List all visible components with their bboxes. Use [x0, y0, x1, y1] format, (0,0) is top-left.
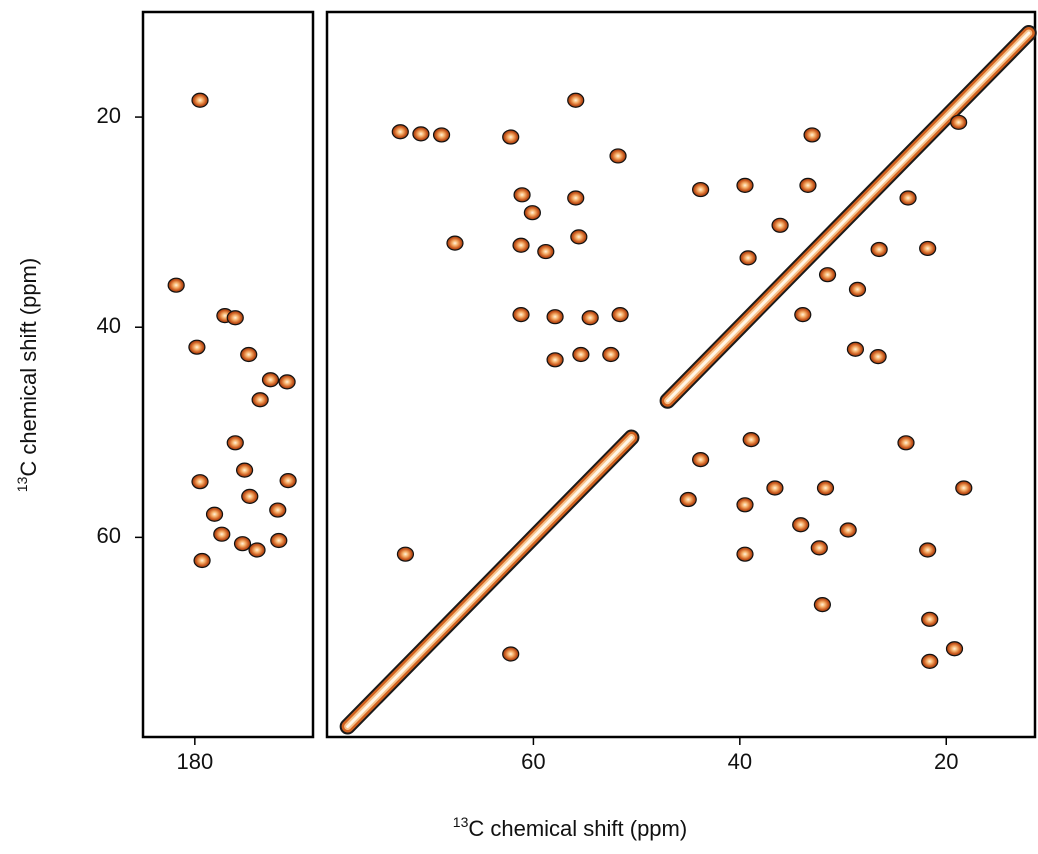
peak — [205, 506, 224, 522]
peak — [692, 452, 710, 468]
x-tick-label: 60 — [521, 749, 545, 774]
peak — [919, 542, 937, 558]
peak — [270, 532, 288, 549]
peak — [799, 177, 817, 193]
peak — [251, 392, 269, 408]
peak — [546, 309, 564, 325]
peak — [736, 177, 754, 193]
peak — [396, 546, 415, 562]
label-sup: 13 — [453, 814, 469, 830]
peak — [512, 237, 530, 253]
x-tick-label: 40 — [728, 749, 752, 774]
peak — [766, 480, 784, 496]
peak — [736, 497, 754, 513]
panel-frame — [325, 10, 1037, 739]
peak — [813, 597, 831, 613]
peak — [193, 552, 211, 569]
peak — [839, 522, 857, 538]
peak — [567, 190, 585, 206]
peak — [241, 488, 259, 504]
peak — [945, 641, 964, 657]
peak — [502, 129, 520, 145]
peak — [226, 435, 244, 451]
peak — [609, 148, 627, 164]
peak — [261, 372, 280, 388]
peak — [810, 540, 828, 556]
y-axis-label: 13C chemical shift (ppm) — [14, 258, 41, 492]
peak — [899, 190, 917, 206]
peak — [803, 127, 821, 143]
peak — [248, 542, 266, 558]
peak — [278, 374, 296, 390]
peak — [502, 646, 520, 662]
peak — [513, 187, 531, 203]
peak — [955, 480, 973, 496]
peak — [279, 473, 297, 489]
peak — [213, 526, 231, 542]
y-tick-label: 40 — [97, 313, 121, 338]
peak — [794, 307, 812, 323]
peak — [581, 310, 599, 326]
peak — [167, 277, 185, 293]
peak — [742, 432, 760, 448]
peak — [897, 435, 915, 451]
x-tick-label: 180 — [176, 749, 213, 774]
peak — [846, 341, 865, 357]
peak — [512, 307, 530, 323]
label-text: C chemical shift (ppm) — [468, 816, 687, 841]
y-tick-label: 20 — [97, 103, 121, 128]
peak — [269, 502, 287, 518]
peak — [921, 611, 939, 627]
x-axis-label: 13C chemical shift (ppm) — [453, 814, 687, 841]
y-tick-label: 60 — [97, 523, 121, 548]
peak — [950, 114, 968, 130]
peak — [188, 339, 206, 355]
peak — [869, 349, 887, 365]
peak — [870, 241, 888, 258]
peak — [602, 346, 620, 363]
peak — [432, 127, 451, 143]
peak — [611, 307, 629, 323]
peak — [412, 126, 430, 142]
peak — [736, 546, 754, 562]
diagonal — [346, 31, 1031, 728]
peak — [240, 346, 258, 363]
peak — [792, 517, 810, 533]
label-text: C chemical shift (ppm) — [16, 258, 41, 477]
peak — [679, 491, 697, 508]
peak — [818, 267, 837, 283]
peak — [572, 346, 590, 363]
peak — [567, 92, 585, 108]
peak — [191, 474, 209, 490]
peak — [771, 217, 789, 233]
panel-frame — [141, 10, 315, 739]
peak — [523, 205, 541, 221]
peak — [570, 229, 588, 245]
peak — [692, 181, 710, 198]
peak — [848, 281, 867, 297]
peak — [739, 250, 757, 266]
peak — [226, 310, 244, 326]
peak — [191, 92, 209, 108]
peak — [233, 536, 252, 552]
peak — [391, 124, 409, 140]
peak — [546, 352, 564, 368]
peak — [919, 240, 937, 257]
peak — [921, 653, 939, 669]
peak — [446, 235, 464, 251]
x-tick-label: 20 — [934, 749, 958, 774]
peak — [537, 243, 555, 260]
label-sup: 13 — [14, 476, 30, 492]
peak — [235, 462, 254, 478]
peak — [816, 480, 835, 496]
